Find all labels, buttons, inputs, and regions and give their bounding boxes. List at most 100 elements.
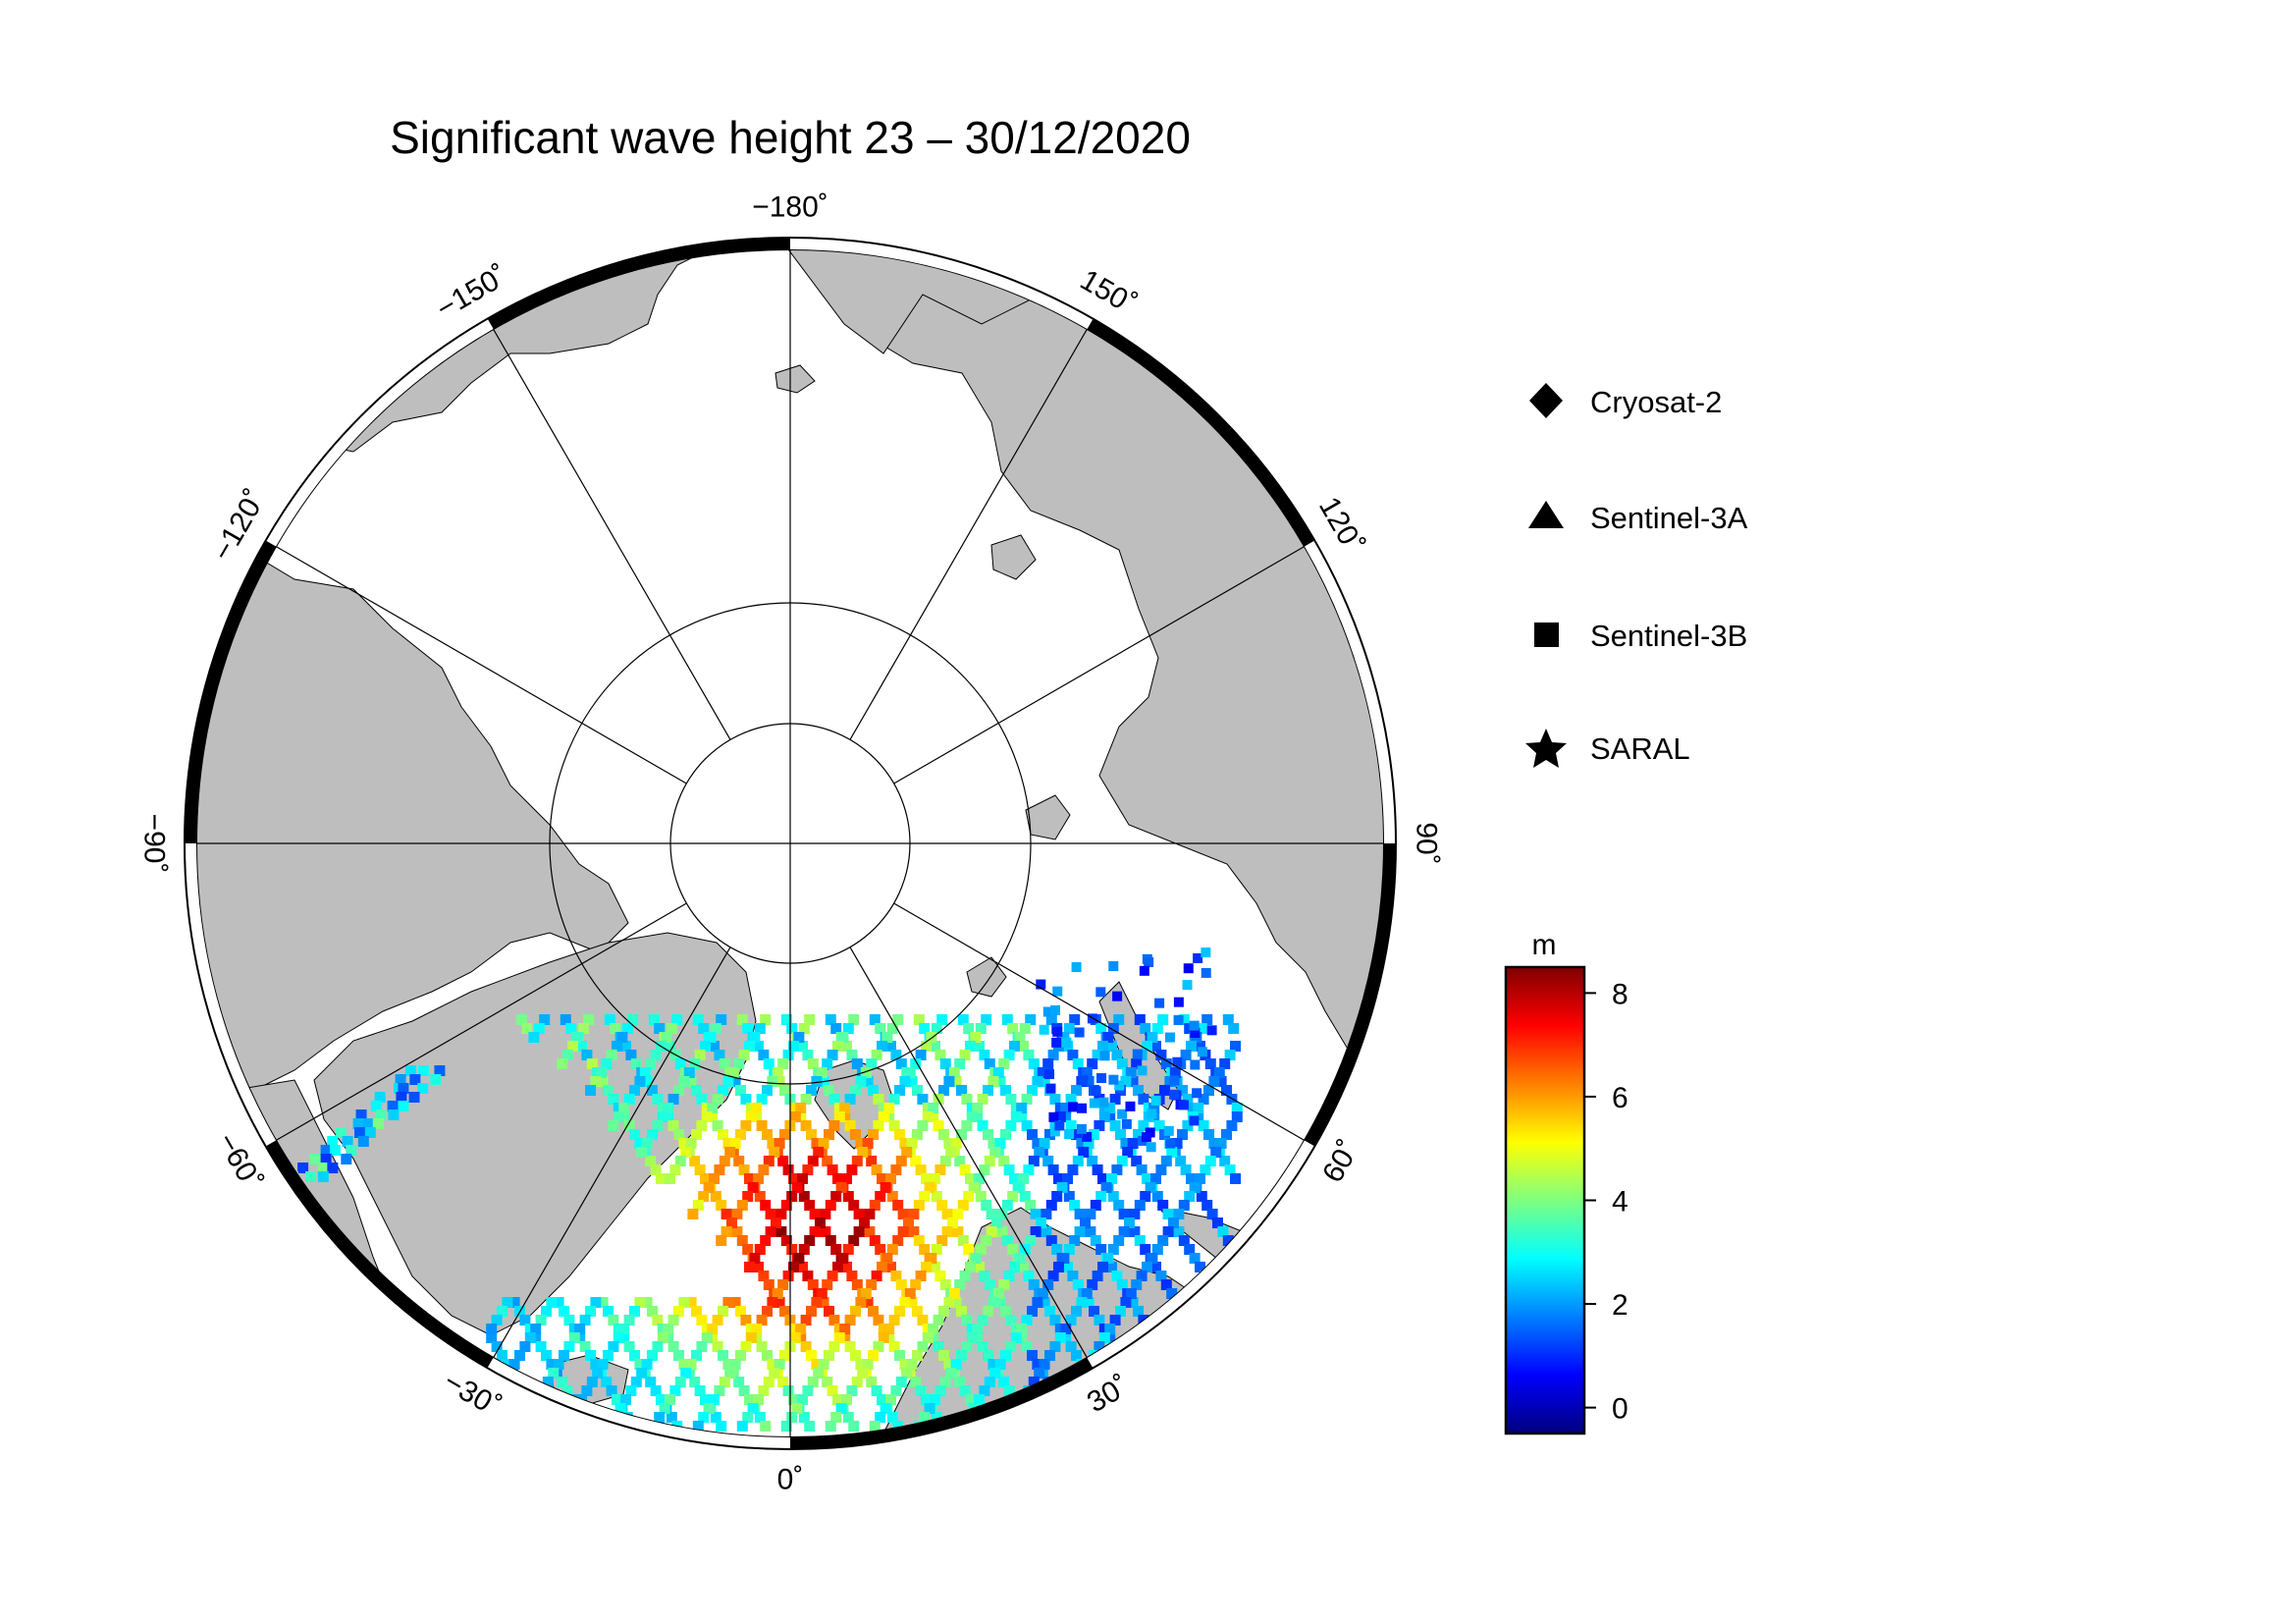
wave-height-sample: [722, 1076, 734, 1087]
wave-height-sample: [1129, 1209, 1141, 1219]
polar-map: −180˚−150˚ 150˚−120˚ 120˚−90˚ 90˚−60˚ 60˚−30…: [138, 191, 1443, 1496]
wave-height-sample: [1061, 1037, 1072, 1048]
wave-height-sample: [1231, 1103, 1243, 1113]
wave-height-sample: [961, 1315, 973, 1325]
wave-height-sample: [1190, 1027, 1201, 1038]
wave-height-sample: [851, 1279, 863, 1290]
wave-height-sample: [1071, 1129, 1082, 1140]
wave-height-sample: [1032, 1297, 1043, 1308]
wave-height-sample: [1054, 1120, 1065, 1131]
wave-height-sample: [890, 1164, 902, 1175]
wave-height-sample: [802, 1050, 814, 1060]
wave-height-sample: [1155, 1271, 1167, 1281]
wave-height-sample: [912, 1085, 923, 1096]
wave-height-sample: [1045, 1421, 1057, 1432]
wave-height-sample: [1142, 1041, 1152, 1052]
wave-height-sample: [630, 1058, 642, 1069]
wave-height-sample: [789, 1111, 801, 1122]
wave-height-sample: [754, 1023, 766, 1034]
wave-height-sample: [841, 1262, 852, 1272]
wave-height-sample: [1000, 1085, 1011, 1096]
wave-height-sample: [1177, 1129, 1188, 1140]
wave-height-sample: [1051, 1244, 1063, 1255]
wave-height-sample: [636, 1368, 648, 1379]
wave-height-sample: [936, 1014, 948, 1025]
wave-height-sample: [1005, 1341, 1017, 1352]
wave-height-sample: [968, 1182, 980, 1193]
wave-height-sample: [669, 1164, 681, 1175]
meridian-line: [275, 545, 687, 784]
wave-height-sample: [1094, 1341, 1105, 1352]
wave-height-sample: [581, 1385, 593, 1396]
wave-height-sample: [842, 1244, 854, 1255]
wave-height-sample: [800, 1094, 812, 1105]
wave-height-sample: [851, 1058, 863, 1069]
wave-height-sample: [1182, 1315, 1194, 1325]
wave-height-sample: [917, 1094, 929, 1105]
wave-height-sample: [585, 1306, 596, 1317]
wave-height-sample: [1125, 1067, 1137, 1078]
wave-height-sample: [998, 1279, 1010, 1290]
wave-height-sample: [581, 1050, 593, 1060]
wave-height-sample: [1116, 1279, 1128, 1290]
wave-height-sample: [1127, 1297, 1139, 1308]
wave-height-sample: [736, 1014, 748, 1025]
wave-height-sample: [625, 1385, 637, 1396]
wave-height-sample: [977, 1094, 988, 1105]
wave-height-sample: [1087, 1058, 1098, 1069]
wave-height-sample: [939, 1377, 951, 1387]
wave-height-sample: [641, 1138, 653, 1149]
wave-height-sample: [508, 1297, 520, 1308]
wave-height-sample: [1201, 947, 1211, 958]
wave-height-sample: [904, 1067, 916, 1078]
wave-height-sample: [807, 1156, 819, 1166]
wave-height-sample: [669, 1385, 681, 1396]
wave-height-sample: [1019, 1023, 1031, 1034]
wave-height-sample: [915, 1385, 927, 1396]
wave-height-sample: [1157, 1014, 1169, 1025]
wave-height-sample: [608, 1094, 619, 1105]
wave-height-sample: [729, 1138, 741, 1149]
wave-height-sample: [921, 1394, 932, 1405]
wave-height-sample: [833, 1332, 845, 1343]
meridian-line: [893, 902, 1306, 1142]
wave-height-sample: [873, 1315, 884, 1325]
wave-height-sample: [894, 1129, 905, 1140]
wave-height-sample: [878, 1332, 889, 1343]
wave-height-sample: [886, 1244, 898, 1255]
wave-height-sample: [590, 1297, 602, 1308]
wave-height-sample: [972, 1103, 984, 1113]
wave-height-sample: [1014, 1253, 1026, 1264]
wave-height-sample: [701, 1111, 713, 1122]
wave-height-sample: [933, 1120, 944, 1131]
wave-height-sample: [788, 1041, 799, 1052]
wave-height-sample: [1189, 1020, 1200, 1031]
wave-height-sample: [959, 1164, 971, 1175]
wave-height-sample: [811, 1297, 823, 1308]
wave-height-sample: [975, 1244, 987, 1255]
wave-height-sample: [1081, 1288, 1093, 1299]
legend-label-sentinel-3b: Sentinel-3B: [1590, 619, 1747, 653]
wave-height-sample: [710, 1412, 721, 1423]
wave-height-sample: [880, 1182, 891, 1193]
wave-height-sample: [430, 1074, 442, 1085]
wave-height-sample: [1045, 1083, 1056, 1094]
wave-height-sample: [603, 1085, 614, 1096]
wave-height-sample: [1230, 1041, 1241, 1052]
wave-height-sample: [1021, 1094, 1033, 1105]
wave-height-sample: [673, 1085, 684, 1096]
wave-height-sample: [317, 1171, 329, 1182]
wave-height-sample: [694, 1385, 706, 1396]
wave-height-sample: [374, 1092, 386, 1103]
wave-height-sample: [1203, 1085, 1214, 1096]
wave-height-sample: [828, 1341, 840, 1352]
wave-height-sample: [1173, 1226, 1185, 1237]
wave-height-sample: [807, 1377, 819, 1387]
wave-height-sample: [1032, 1359, 1043, 1370]
wave-height-sample: [508, 1359, 520, 1370]
wave-height-sample: [1003, 1164, 1015, 1175]
wave-height-sample: [1133, 1129, 1144, 1140]
wave-height-sample: [744, 1394, 755, 1405]
wave-height-sample: [979, 1050, 990, 1060]
wave-height-sample: [1090, 1200, 1101, 1211]
